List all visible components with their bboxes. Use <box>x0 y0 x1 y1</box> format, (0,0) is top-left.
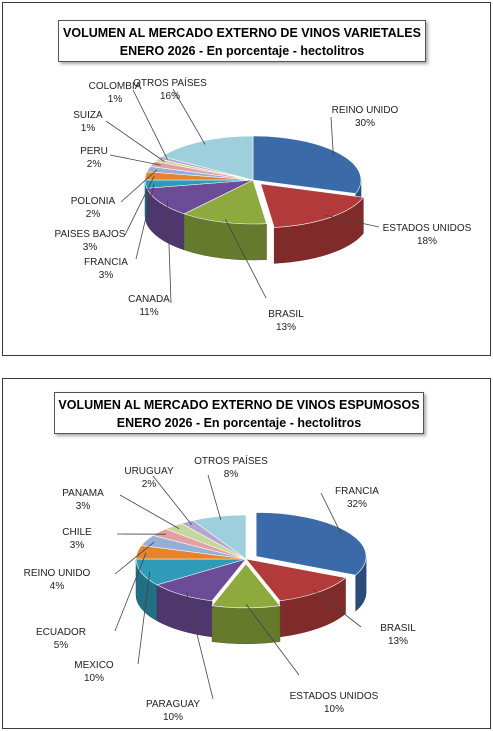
leader-line-uruguay <box>152 475 193 526</box>
chart-title-box: VOLUMEN AL MERCADO EXTERNO DE VINOS ESPU… <box>54 392 424 434</box>
slice-value-francia: 3% <box>99 270 114 281</box>
pie-labels: FRANCIA 32% BRASIL 13% ESTADOS UNIDOS 10% PARA… <box>24 454 417 723</box>
slice-label-suiza: SUIZA <box>73 110 103 121</box>
slice-label-otros-paises: OTROS PAÍSES <box>194 454 268 467</box>
chart-subtitle: ENERO 2026 - En porcentaje - hectolitros <box>116 416 362 430</box>
leader-line-reino-unido <box>114 541 155 575</box>
chart-subtitle: ENERO 2026 - En porcentaje - hectolitros <box>119 44 365 58</box>
slice-label-mexico: MEXICO <box>74 660 114 671</box>
slice-value-peru: 2% <box>87 159 102 170</box>
slice-label-reino-unido: REINO UNIDO <box>24 568 91 579</box>
slice-value-francia: 32% <box>347 499 367 510</box>
pie-slice-reino-unido <box>252 135 362 194</box>
slice-label-uruguay: URUGUAY <box>124 466 174 477</box>
pie-tops <box>144 135 364 228</box>
leader-line-colombia <box>132 89 168 160</box>
slice-label-brasil: BRASIL <box>268 309 304 320</box>
leader-line-paraguay <box>186 591 214 700</box>
pie-slice-side-estados-unidos <box>211 605 281 645</box>
leader-line-brasil <box>224 218 267 299</box>
slice-value-brasil: 13% <box>388 636 408 647</box>
pie-slice-brasil <box>183 179 267 225</box>
slice-value-otros-paises: 16% <box>160 91 180 102</box>
pie-slice-otros-paises <box>161 135 254 181</box>
chart-title-box: VOLUMEN AL MERCADO EXTERNO DE VINOS VARI… <box>58 20 426 62</box>
leader-line-ecuador <box>114 552 147 632</box>
pie-labels: REINO UNIDO 30% ESTADOS UNIDOS 18% BRASIL 13%… <box>55 76 472 333</box>
pie-chart-espumosos: FRANCIA 32% BRASIL 13% ESTADOS UNIDOS 10% PARA… <box>24 454 417 723</box>
slice-value-mexico: 10% <box>84 673 104 684</box>
slice-value-otros-paises: 8% <box>224 469 239 480</box>
pie-chart-varietales: REINO UNIDO 30% ESTADOS UNIDOS 18% BRASIL 13%… <box>55 76 472 333</box>
slice-value-estados-unidos: 10% <box>324 704 344 715</box>
slice-label-francia: FRANCIA <box>84 257 128 268</box>
pie-slice-brasil <box>245 558 347 602</box>
chart-panel-espumosos: VOLUMEN AL MERCADO EXTERNO DE VINOS ESPU… <box>2 378 491 729</box>
chart-title: VOLUMEN AL MERCADO EXTERNO DE VINOS VARI… <box>63 26 421 40</box>
pie-slice-estados-unidos <box>260 183 364 228</box>
slice-label-peru: PERU <box>80 146 108 157</box>
slice-value-uruguay: 2% <box>142 479 157 490</box>
slice-value-estados-unidos: 18% <box>417 236 437 247</box>
slice-value-brasil: 13% <box>276 322 296 333</box>
slice-label-francia: FRANCIA <box>335 486 379 497</box>
slice-value-reino-unido: 30% <box>355 118 375 129</box>
slice-value-suiza: 1% <box>81 123 96 134</box>
slice-value-reino-unido: 4% <box>50 581 65 592</box>
leader-line-otros-paises <box>172 88 206 145</box>
leader-line-francia <box>320 492 342 535</box>
slice-value-polonia: 2% <box>86 209 101 220</box>
slice-value-panama: 3% <box>76 501 91 512</box>
slice-label-otros-paises: OTROS PAÍSES <box>133 76 207 89</box>
slice-label-ecuador: ECUADOR <box>36 627 86 638</box>
leader-line-canada <box>167 200 172 304</box>
leader-line-paises-bajos <box>124 176 155 236</box>
slice-label-panama: PANAMA <box>62 488 104 499</box>
slice-value-chile: 3% <box>70 540 85 551</box>
leader-line-reino-unido <box>330 116 334 157</box>
pie-sides <box>144 179 364 264</box>
pie-slice-otros-paises <box>192 514 247 560</box>
slice-value-canada: 11% <box>139 307 158 318</box>
slice-value-paises-bajos: 3% <box>83 242 98 253</box>
leader-line-mexico <box>137 571 151 665</box>
slice-label-polonia: POLONIA <box>71 196 116 207</box>
chart-title: VOLUMEN AL MERCADO EXTERNO DE VINOS ESPU… <box>58 398 420 412</box>
leader-line-estados-unidos <box>245 604 300 676</box>
leader-line-peru <box>109 154 161 166</box>
pie-slice-estados-unidos <box>211 563 281 609</box>
pie-sides <box>135 556 367 645</box>
leader-line-otros-paises <box>207 474 222 520</box>
pie-slice-canada <box>146 179 254 215</box>
slice-value-colombia: 1% <box>108 94 123 105</box>
slice-label-colombia: COLOMBIA <box>89 81 142 92</box>
slice-label-chile: CHILE <box>62 527 92 538</box>
leader-line-suiza <box>105 120 165 162</box>
leader-line-panama <box>119 494 180 529</box>
slice-value-paraguay: 10% <box>163 712 183 723</box>
leader-line-polonia <box>120 169 158 203</box>
leader-line-francia <box>135 183 155 260</box>
slice-label-brasil: BRASIL <box>380 623 416 634</box>
slice-label-paraguay: PARAGUAY <box>146 699 200 710</box>
slice-label-estados-unidos: ESTADOS UNIDOS <box>290 691 379 702</box>
leader-line-estados-unidos <box>323 214 380 228</box>
slice-value-ecuador: 5% <box>54 640 69 651</box>
leader-line-brasil <box>312 589 362 628</box>
slice-label-estados-unidos: ESTADOS UNIDOS <box>383 223 472 234</box>
chart-panel-varietales: VOLUMEN AL MERCADO EXTERNO DE VINOS VARI… <box>2 2 491 356</box>
slice-label-canada: CANADA <box>128 294 170 305</box>
slice-label-reino-unido: REINO UNIDO <box>332 105 399 116</box>
slice-label-paises-bajos: PAISES BAJOS <box>55 229 126 240</box>
